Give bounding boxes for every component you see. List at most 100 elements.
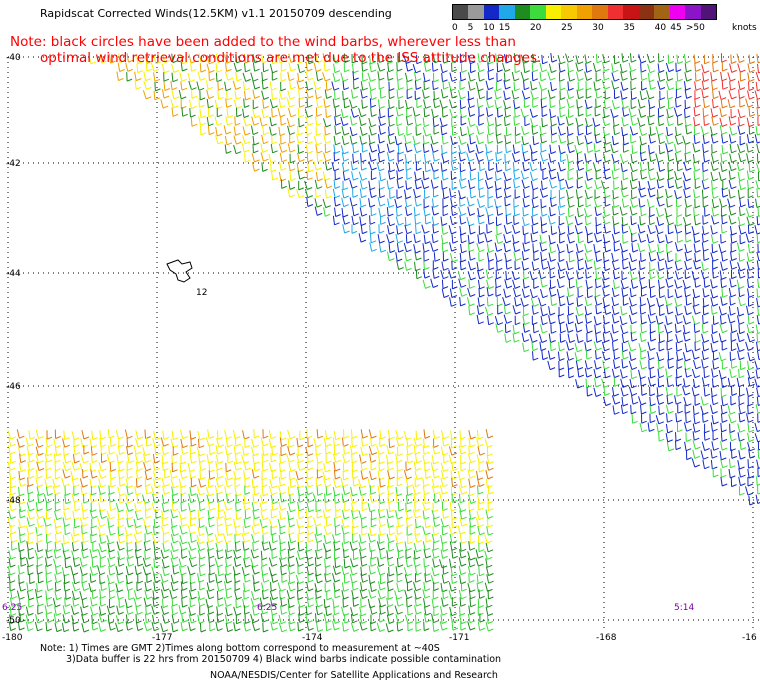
wind-barb [459,171,467,181]
wind-barb [288,622,296,632]
wind-barb [314,198,323,208]
wind-barb [404,252,412,262]
wind-barb [486,224,493,234]
wind-barb [694,252,701,263]
wind-barb [225,566,232,576]
wind-barb [270,582,277,592]
wind-barb [674,135,683,145]
wind-barb [403,430,412,441]
wind-barb [9,597,18,607]
wind-barb [692,440,701,450]
wind-barb [440,477,449,488]
wind-barb [441,470,449,480]
wind-barb [449,72,458,82]
wind-barb [180,517,188,527]
wind-barb [179,541,188,551]
wind-barb [460,233,467,244]
wind-barb [278,501,287,511]
wind-barb [395,614,404,624]
x-tick-label: -177 [152,633,172,643]
wind-barb [134,454,143,464]
wind-barb [396,225,403,235]
wind-barb [305,590,314,601]
wind-barb [710,108,718,118]
wind-barb [730,477,737,488]
wind-barb [521,90,531,100]
wind-barb [27,565,34,576]
wind-barb [235,53,242,64]
wind-barb [126,542,133,552]
wind-barb [89,549,98,559]
wind-barb [431,485,440,495]
wind-barb [667,162,674,172]
wind-barb [358,486,367,496]
wind-barb [144,470,153,481]
wind-barb [745,233,754,243]
wind-barb [323,543,332,553]
wind-barb [405,107,413,118]
wind-barb [36,469,43,479]
wind-barb [485,598,493,608]
wind-barb [656,387,664,397]
wind-barb [639,90,647,101]
wind-barb [179,525,188,535]
wind-barb [757,278,760,289]
wind-barb [369,188,377,198]
wind-barb [171,502,179,512]
wind-barb [548,314,556,325]
legend-units: knots [732,23,757,33]
wind-barb [206,98,214,109]
wind-barb [152,437,161,448]
wind-barb [297,152,305,163]
wind-barb [397,80,404,91]
wind-barb [738,395,745,406]
wind-barb [550,116,557,127]
wind-barb [199,470,206,480]
wind-barb [61,567,70,577]
wind-barb [524,234,531,245]
wind-barb [674,279,683,289]
wind-barb [306,134,313,145]
wind-barb [577,233,584,244]
legend-tick-label: 25 [561,23,573,33]
wind-barb [196,493,205,504]
wind-barb [522,342,530,353]
legend-swatch [545,5,562,19]
wind-barb [154,81,161,92]
wind-barb [404,261,412,271]
wind-barb [567,306,574,316]
wind-barb [359,198,367,208]
lat-lon-grid [7,56,760,630]
wind-barb [593,341,602,351]
wind-barb [566,351,574,361]
wind-barb [332,614,341,624]
wind-barb [378,581,386,591]
wind-barb [703,116,710,126]
wind-barb [241,533,250,543]
wind-barb [323,534,332,545]
wind-barb [352,462,358,473]
wind-barb [585,269,592,279]
wind-barb [728,414,737,424]
wind-barb [251,116,260,126]
wind-barb [451,518,458,529]
wind-barb [109,54,116,64]
wind-barb [242,72,251,82]
wind-barb [540,288,548,299]
wind-barb [754,225,760,235]
wind-barb [585,125,592,136]
wind-barb [63,574,70,585]
wind-barb [342,215,350,225]
wind-barb [558,63,566,73]
wind-barb [106,453,115,464]
wind-barb [288,107,297,118]
wind-barb [613,89,620,100]
wind-barb [98,613,107,623]
wind-barb [665,433,673,443]
wind-barb [593,143,601,153]
wind-barb [143,71,151,82]
wind-barb [603,324,611,334]
wind-barb [161,589,169,599]
wind-barb [198,53,206,63]
wind-barb [441,243,449,253]
